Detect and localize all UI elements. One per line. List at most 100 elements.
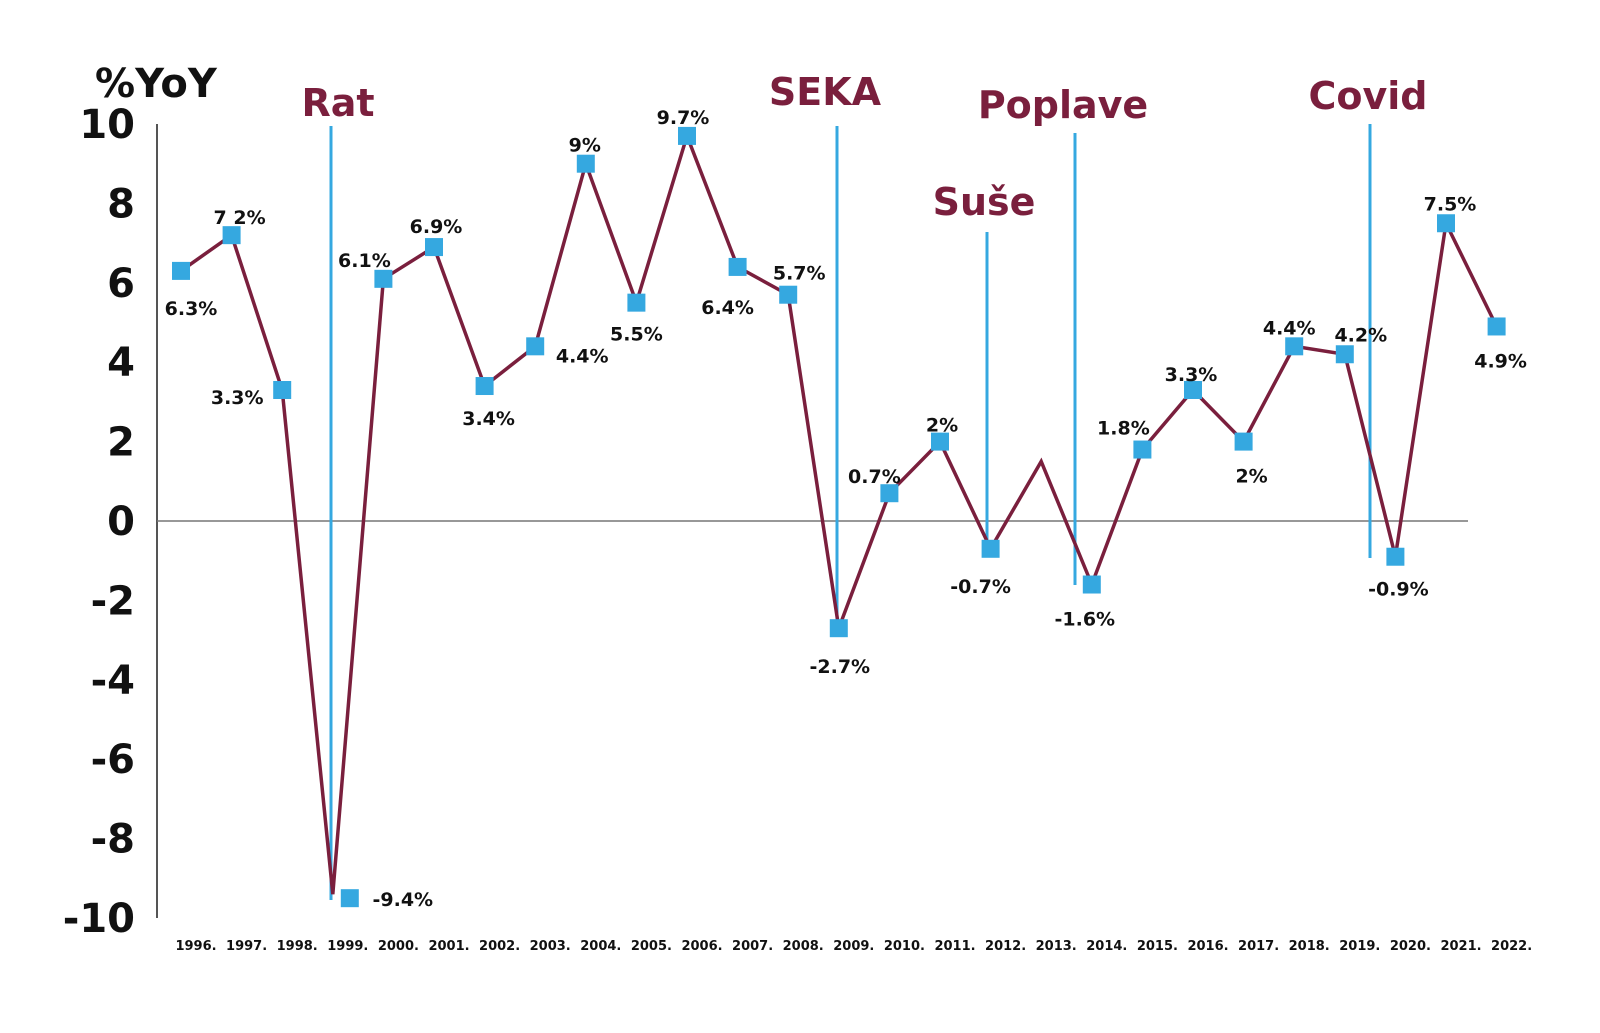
data-point-marker xyxy=(678,126,696,145)
data-point-marker xyxy=(728,257,747,276)
data-label: 6.4% xyxy=(701,297,754,319)
x-tick-label: 2012. xyxy=(985,939,1026,954)
x-tick-label: 2007. xyxy=(732,939,773,954)
data-label: 6.3% xyxy=(165,298,218,320)
data-point-marker xyxy=(931,432,949,451)
y-tick-label: 4 xyxy=(107,340,135,386)
x-tick-label: 2010. xyxy=(884,939,925,954)
x-tick-label: 2015. xyxy=(1137,939,1178,954)
y-tick-label: -10 xyxy=(63,896,135,942)
data-label: -9.4% xyxy=(373,889,434,911)
data-label: 4.9% xyxy=(1474,350,1527,372)
data-label: 6.9% xyxy=(410,216,463,238)
event-label: Rat xyxy=(301,81,374,125)
data-point-marker xyxy=(475,377,494,396)
event-markers: Rat SEKA Suše Poplave Covid xyxy=(301,70,1428,900)
data-point-marker xyxy=(880,484,899,503)
data-label: 7 2% xyxy=(214,207,266,229)
data-point-marker xyxy=(374,269,393,288)
data-point-marker xyxy=(1335,345,1354,364)
event-label: Suše xyxy=(933,180,1036,224)
x-tick-label: 2022. xyxy=(1491,939,1532,954)
data-point-marker xyxy=(1386,547,1405,566)
y-tick-label: 2 xyxy=(107,420,135,466)
y-axis-label: %YoY xyxy=(95,61,218,107)
data-point-marker xyxy=(1487,317,1506,336)
data-label: 3.4% xyxy=(462,408,515,430)
data-point-marker xyxy=(1437,214,1455,233)
data-point-marker xyxy=(576,154,595,173)
data-point-marker xyxy=(526,337,545,356)
x-tick-label: 2014. xyxy=(1086,939,1127,954)
x-tick-labels: 1996. 1997. 1998. 1999. 2000. 2001. 2002. 2003.… xyxy=(175,939,1532,954)
x-tick-label: 2019. xyxy=(1339,939,1380,954)
y-tick-label: 10 xyxy=(79,102,135,148)
data-point-marker xyxy=(222,226,241,245)
x-tick-label: 2021. xyxy=(1440,939,1481,954)
data-point-marker xyxy=(627,293,646,312)
x-tick-label: 2003. xyxy=(530,939,571,954)
x-tick-label: 2005. xyxy=(631,939,672,954)
data-point-marker xyxy=(340,889,359,908)
event-label: Poplave xyxy=(978,83,1148,127)
data-label: 5.7% xyxy=(773,263,826,285)
data-labels: 6.3% 7 2% 3.3% -9.4% 6.1% 6.9% 3.4% 4.4% 9% 5.5% 9… xyxy=(165,107,1527,911)
data-point-marker xyxy=(273,380,292,399)
data-point-marker xyxy=(1082,575,1101,594)
data-label: -0.7% xyxy=(950,576,1011,598)
data-label: 4.2% xyxy=(1334,324,1387,346)
y-tick-label: -2 xyxy=(91,578,135,624)
data-point-marker xyxy=(1184,380,1202,399)
data-label: -2.7% xyxy=(810,656,871,678)
y-tick-label: 8 xyxy=(107,181,135,227)
y-tick-label: -4 xyxy=(91,658,135,704)
y-tick-labels: 10 8 6 4 2 0 -2 -4 -6 -8 -10 xyxy=(63,102,135,942)
x-tick-label: 2004. xyxy=(580,939,621,954)
data-point-marker xyxy=(1234,432,1253,451)
data-point-marker xyxy=(829,619,848,638)
y-tick-label: -6 xyxy=(91,737,135,783)
x-tick-label: 1998. xyxy=(277,939,318,954)
x-tick-label: 2018. xyxy=(1289,939,1330,954)
x-tick-label: 1999. xyxy=(327,939,368,954)
event-label: Covid xyxy=(1309,74,1428,118)
data-label: 1.8% xyxy=(1097,418,1150,440)
x-tick-label: 2001. xyxy=(428,939,469,954)
x-tick-label: 1996. xyxy=(175,939,216,954)
x-tick-label: 1997. xyxy=(226,939,267,954)
x-tick-label: 2002. xyxy=(479,939,520,954)
data-label: 0.7% xyxy=(848,466,901,488)
data-point-marker xyxy=(1133,440,1152,459)
data-label: 2% xyxy=(1235,466,1267,488)
x-tick-label: 2017. xyxy=(1238,939,1279,954)
data-label: -1.6% xyxy=(1055,609,1116,631)
x-tick-label: 2013. xyxy=(1036,939,1077,954)
data-label: 3.3% xyxy=(211,387,264,409)
x-tick-label: 2008. xyxy=(783,939,824,954)
data-point-marker xyxy=(425,238,443,257)
data-label: -0.9% xyxy=(1368,579,1429,601)
x-tick-label: 2020. xyxy=(1390,939,1431,954)
data-label: 2% xyxy=(926,415,958,437)
event-label: SEKA xyxy=(769,70,882,114)
data-point-markers xyxy=(172,126,1506,908)
data-label: 7.5% xyxy=(1424,193,1477,215)
data-label: 5.5% xyxy=(610,324,663,346)
x-tick-label: 2016. xyxy=(1187,939,1228,954)
x-tick-label: 2000. xyxy=(378,939,419,954)
data-label: 9.7% xyxy=(657,107,710,129)
data-point-marker xyxy=(1285,337,1304,356)
y-tick-label: 0 xyxy=(107,499,135,545)
data-label: 4.4% xyxy=(556,345,609,367)
data-label: 3.3% xyxy=(1165,364,1218,386)
x-tick-label: 2009. xyxy=(833,939,874,954)
data-point-marker xyxy=(981,539,1000,558)
data-label: 4.4% xyxy=(1263,317,1316,339)
data-point-marker xyxy=(172,261,190,280)
data-label: 9% xyxy=(569,135,601,157)
y-tick-label: -8 xyxy=(91,817,135,863)
x-tick-label: 2006. xyxy=(681,939,722,954)
data-point-marker xyxy=(779,285,798,304)
data-label: 6.1% xyxy=(338,250,391,272)
